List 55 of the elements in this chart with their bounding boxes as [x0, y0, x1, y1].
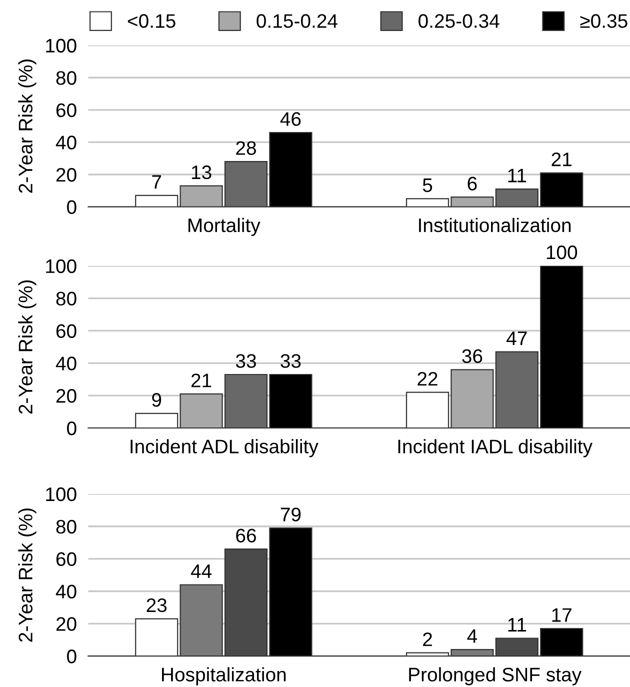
x-tick-label: Incident IADL disability: [398, 439, 593, 458]
data-label: 9: [152, 393, 162, 407]
data-label: 7: [152, 175, 162, 189]
x-tick-label: Mortality: [188, 218, 260, 236]
data-label: 66: [236, 528, 256, 542]
x-tick-label: Hospitalization: [162, 667, 286, 686]
y-tick-label: 100: [46, 259, 76, 274]
y-tick-label: 100: [46, 487, 76, 502]
y-tick-label: 80: [56, 520, 76, 534]
y-axis-title: 2-Year Risk (%): [18, 280, 36, 414]
data-label: 22: [418, 372, 438, 386]
y-tick-label: 60: [56, 103, 76, 118]
y-tick-label: 0: [67, 650, 76, 664]
y-tick-label: 80: [56, 71, 76, 85]
y-tick-label: 60: [56, 552, 76, 566]
data-label: 79: [280, 508, 301, 522]
data-label: 13: [192, 165, 212, 180]
legend-label: <0.15: [128, 14, 176, 28]
y-tick-label: 20: [56, 617, 76, 631]
y-tick-label: 100: [46, 38, 76, 53]
data-label: 100: [546, 245, 578, 260]
y-tick-label: 20: [56, 389, 76, 403]
data-label: 11: [508, 618, 526, 632]
y-axis-title: 2-Year Risk (%): [18, 508, 36, 642]
y-tick-label: 40: [56, 356, 76, 370]
data-label: 4: [467, 629, 478, 643]
data-label: 11: [508, 168, 526, 182]
y-tick-label: 0: [67, 200, 76, 214]
x-tick-label: Incident ADL disability: [130, 439, 318, 458]
y-tick-label: 0: [67, 421, 76, 436]
data-label: 23: [146, 598, 167, 612]
data-label: 46: [280, 112, 301, 126]
data-label: 36: [462, 349, 482, 364]
y-tick-label: 60: [56, 324, 76, 338]
data-label: 44: [190, 564, 212, 578]
data-label: 33: [236, 354, 256, 368]
y-axis-title: 2-Year Risk (%): [18, 60, 36, 193]
data-label: 21: [552, 152, 572, 166]
data-label: 33: [280, 354, 301, 368]
y-tick-label: 40: [56, 584, 76, 598]
data-label: 2: [423, 632, 432, 646]
legend-label: 0.25-0.34: [418, 14, 500, 28]
data-label: 6: [468, 176, 477, 190]
y-tick-label: 40: [56, 136, 76, 150]
y-tick-label: 80: [56, 292, 76, 306]
x-tick-label: Institutionalization: [419, 218, 571, 232]
y-tick-label: 20: [56, 168, 76, 182]
legend-label: 0.15-0.24: [256, 14, 338, 28]
legend-label: ≥0.35: [580, 14, 628, 28]
data-label: 47: [506, 332, 527, 345]
data-label: 21: [191, 374, 212, 388]
x-tick-label: Prolonged SNF stay: [409, 667, 582, 686]
data-label: 17: [552, 608, 572, 622]
data-label: 5: [422, 178, 432, 192]
data-label: 28: [236, 141, 256, 155]
